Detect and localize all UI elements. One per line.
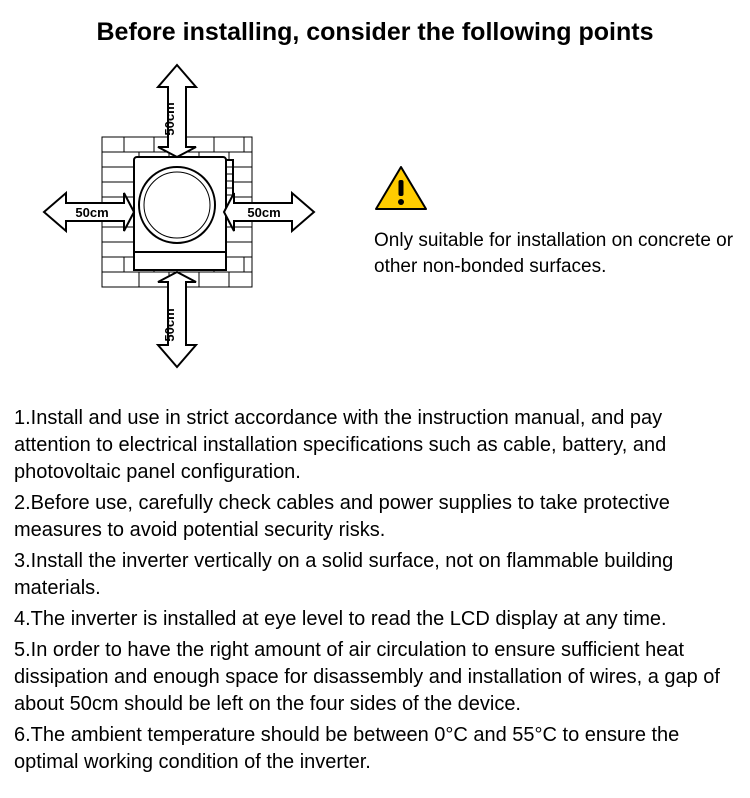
warning-icon (374, 165, 736, 218)
list-item: 6.The ambient temperature should be betw… (14, 722, 736, 776)
list-item: 4.The inverter is installed at eye level… (14, 606, 736, 633)
clearance-diagram: 50cm 50cm 50cm 50cm (14, 57, 354, 387)
instruction-list: 1.Install and use in strict accordance w… (14, 405, 736, 776)
warning-text: Only suitable for installation on concre… (374, 228, 736, 279)
list-item: 3.Install the inverter vertically on a s… (14, 548, 736, 602)
page-title: Before installing, consider the followin… (14, 18, 736, 47)
clearance-left-label: 50cm (75, 205, 108, 220)
clearance-right-label: 50cm (247, 205, 280, 220)
list-item: 2.Before use, carefully check cables and… (14, 490, 736, 544)
clearance-bottom-label: 50cm (162, 308, 177, 341)
list-item: 1.Install and use in strict accordance w… (14, 405, 736, 486)
list-item: 5.In order to have the right amount of a… (14, 637, 736, 718)
clearance-top-label: 50cm (162, 102, 177, 135)
